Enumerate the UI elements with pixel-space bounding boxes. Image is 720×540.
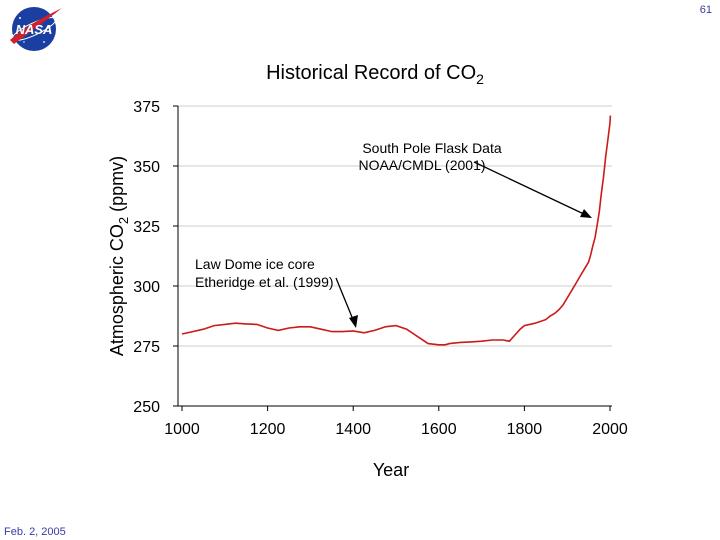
y-axis-title-unit: (ppmv) — [107, 156, 127, 217]
y-ticks: 250 275 300 325 350 375 — [133, 99, 178, 416]
x-tick-label-2000: 2000 — [592, 421, 628, 438]
annotation-law-dome-line2: Etheridge et al. (1999) — [195, 274, 334, 290]
annotation-south-pole-arrow — [473, 161, 589, 217]
slide-number: 61 — [699, 4, 712, 16]
nasa-meatball-icon: NASA — [10, 7, 62, 51]
annotation-law-dome-line1: Law Dome ice core — [195, 256, 315, 272]
chart-title: Historical Record of CO2 — [0, 62, 720, 87]
annotation-south-pole-arrowhead — [580, 209, 592, 218]
gridlines — [178, 105, 612, 347]
y-axis-title: Atmospheric CO2 (ppmv) — [107, 156, 131, 356]
x-tick-label-1400: 1400 — [335, 421, 371, 438]
y-tick-label-275: 275 — [133, 339, 160, 356]
chart-title-subscript: 2 — [476, 71, 484, 87]
annotation-south-pole: South Pole Flask Data NOAA/CMDL (2001) — [358, 140, 592, 218]
x-axis-title: Year — [373, 460, 409, 480]
annotation-law-dome: Law Dome ice core Etheridge et al. (1999… — [195, 256, 358, 328]
y-tick-label-375: 375 — [133, 99, 160, 116]
x-ticks: 1000 1200 1400 1600 1800 2000 — [164, 406, 628, 438]
annotation-south-pole-line2: NOAA/CMDL (2001) — [358, 157, 485, 173]
x-tick-label-1200: 1200 — [250, 421, 286, 438]
co2-series-line — [181, 115, 612, 346]
x-tick-label-1600: 1600 — [421, 421, 457, 438]
y-axis-title-main: Atmospheric CO — [107, 224, 127, 356]
y-tick-label-325: 325 — [133, 219, 160, 236]
y-tick-label-350: 350 — [133, 159, 160, 176]
y-axis-title-subscript: 2 — [116, 217, 131, 224]
y-tick-label-250: 250 — [133, 399, 160, 416]
x-tick-label-1800: 1800 — [507, 421, 543, 438]
footer-date: Feb. 2, 2005 — [4, 526, 66, 538]
y-tick-label-300: 300 — [133, 279, 160, 296]
annotation-law-dome-arrowhead — [349, 315, 358, 328]
annotation-law-dome-arrow — [335, 277, 355, 323]
chart-title-main: Historical Record of CO — [266, 62, 477, 84]
x-tick-label-1000: 1000 — [164, 421, 200, 438]
logo-text: NASA — [16, 22, 53, 37]
nasa-logo: NASA — [4, 4, 64, 59]
annotation-south-pole-line1: South Pole Flask Data — [362, 140, 502, 156]
